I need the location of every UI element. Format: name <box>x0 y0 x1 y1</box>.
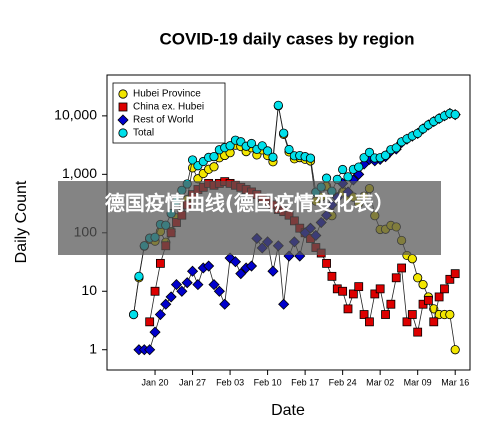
marker <box>418 279 428 290</box>
marker <box>144 344 156 356</box>
marker <box>450 269 460 279</box>
legend-swatch <box>118 89 128 99</box>
legend-label: Hubei Province <box>133 89 201 100</box>
legend-label: Total <box>133 128 154 139</box>
marker <box>165 291 177 303</box>
marker <box>391 273 401 283</box>
legend-swatch <box>118 128 128 138</box>
legend-swatch <box>118 102 128 112</box>
y-axis-label: Daily Count <box>13 180 30 263</box>
y-tick-label: 10 <box>81 282 97 298</box>
marker <box>429 317 439 327</box>
marker <box>229 256 242 268</box>
x-tick-label: Feb 03 <box>216 377 244 387</box>
marker <box>208 279 220 291</box>
marker <box>322 258 331 268</box>
marker <box>267 265 279 277</box>
marker <box>338 286 348 296</box>
marker <box>305 153 316 163</box>
x-tick-label: Feb 10 <box>254 377 282 387</box>
marker <box>386 299 396 309</box>
legend-label: China ex. Hubei <box>133 102 204 113</box>
x-tick-label: Mar 09 <box>404 377 432 387</box>
overlay-banner: 德国疫情曲线(德国疫情变化表） <box>58 181 441 255</box>
x-tick-label: Mar 02 <box>366 377 394 387</box>
marker <box>134 271 144 281</box>
marker <box>407 310 417 319</box>
marker <box>209 162 219 172</box>
marker <box>235 268 247 280</box>
x-tick-label: Feb 24 <box>329 377 357 387</box>
chart-title: COVID-19 daily cases by region <box>159 29 414 48</box>
marker <box>354 282 364 292</box>
marker <box>187 155 198 165</box>
x-tick-label: Feb 17 <box>291 377 319 387</box>
marker <box>359 310 369 319</box>
marker <box>209 152 219 162</box>
marker <box>391 143 401 153</box>
marker <box>375 284 385 294</box>
marker <box>413 273 423 283</box>
marker <box>219 298 231 310</box>
y-tick-label: 1,000 <box>62 165 97 181</box>
marker <box>186 265 199 277</box>
marker <box>129 309 139 320</box>
marker <box>397 263 407 273</box>
marker <box>278 298 290 310</box>
marker <box>203 260 215 272</box>
marker <box>450 345 460 355</box>
marker <box>149 326 161 338</box>
marker <box>160 298 172 310</box>
marker <box>348 289 358 299</box>
marker <box>327 271 337 281</box>
marker <box>402 317 412 327</box>
marker <box>181 277 193 289</box>
x-axis-label: Date <box>271 402 305 419</box>
x-tick-label: Mar 16 <box>441 377 469 387</box>
marker <box>365 317 374 327</box>
marker <box>440 284 449 294</box>
marker <box>245 260 258 272</box>
marker <box>273 100 283 110</box>
legend-swatch <box>117 114 129 126</box>
marker <box>343 172 353 182</box>
marker <box>284 144 294 155</box>
x-tick-label: Jan 27 <box>179 377 206 387</box>
marker <box>150 286 160 296</box>
marker <box>225 141 235 151</box>
marker <box>434 292 444 302</box>
marker <box>450 109 460 120</box>
marker <box>279 128 289 138</box>
marker <box>176 285 188 297</box>
marker <box>407 254 417 264</box>
marker <box>338 164 348 175</box>
marker <box>170 279 183 291</box>
marker <box>354 162 364 172</box>
marker <box>413 327 423 337</box>
marker <box>381 310 390 319</box>
marker <box>155 258 165 268</box>
marker <box>246 138 257 149</box>
legend-label: Rest of World <box>133 115 193 126</box>
marker <box>154 308 166 321</box>
marker <box>192 279 204 291</box>
marker <box>145 317 155 327</box>
marker <box>343 304 353 314</box>
marker <box>445 309 455 320</box>
y-tick-label: 10,000 <box>54 107 97 123</box>
marker <box>213 285 225 297</box>
marker <box>364 147 375 157</box>
marker <box>268 152 278 162</box>
y-tick-label: 1 <box>89 340 97 356</box>
x-tick-label: Jan 20 <box>142 377 169 387</box>
marker <box>445 274 455 284</box>
marker <box>380 150 391 160</box>
marker <box>262 146 273 156</box>
marker <box>423 295 433 305</box>
marker <box>370 289 380 299</box>
legend-box <box>112 82 226 144</box>
